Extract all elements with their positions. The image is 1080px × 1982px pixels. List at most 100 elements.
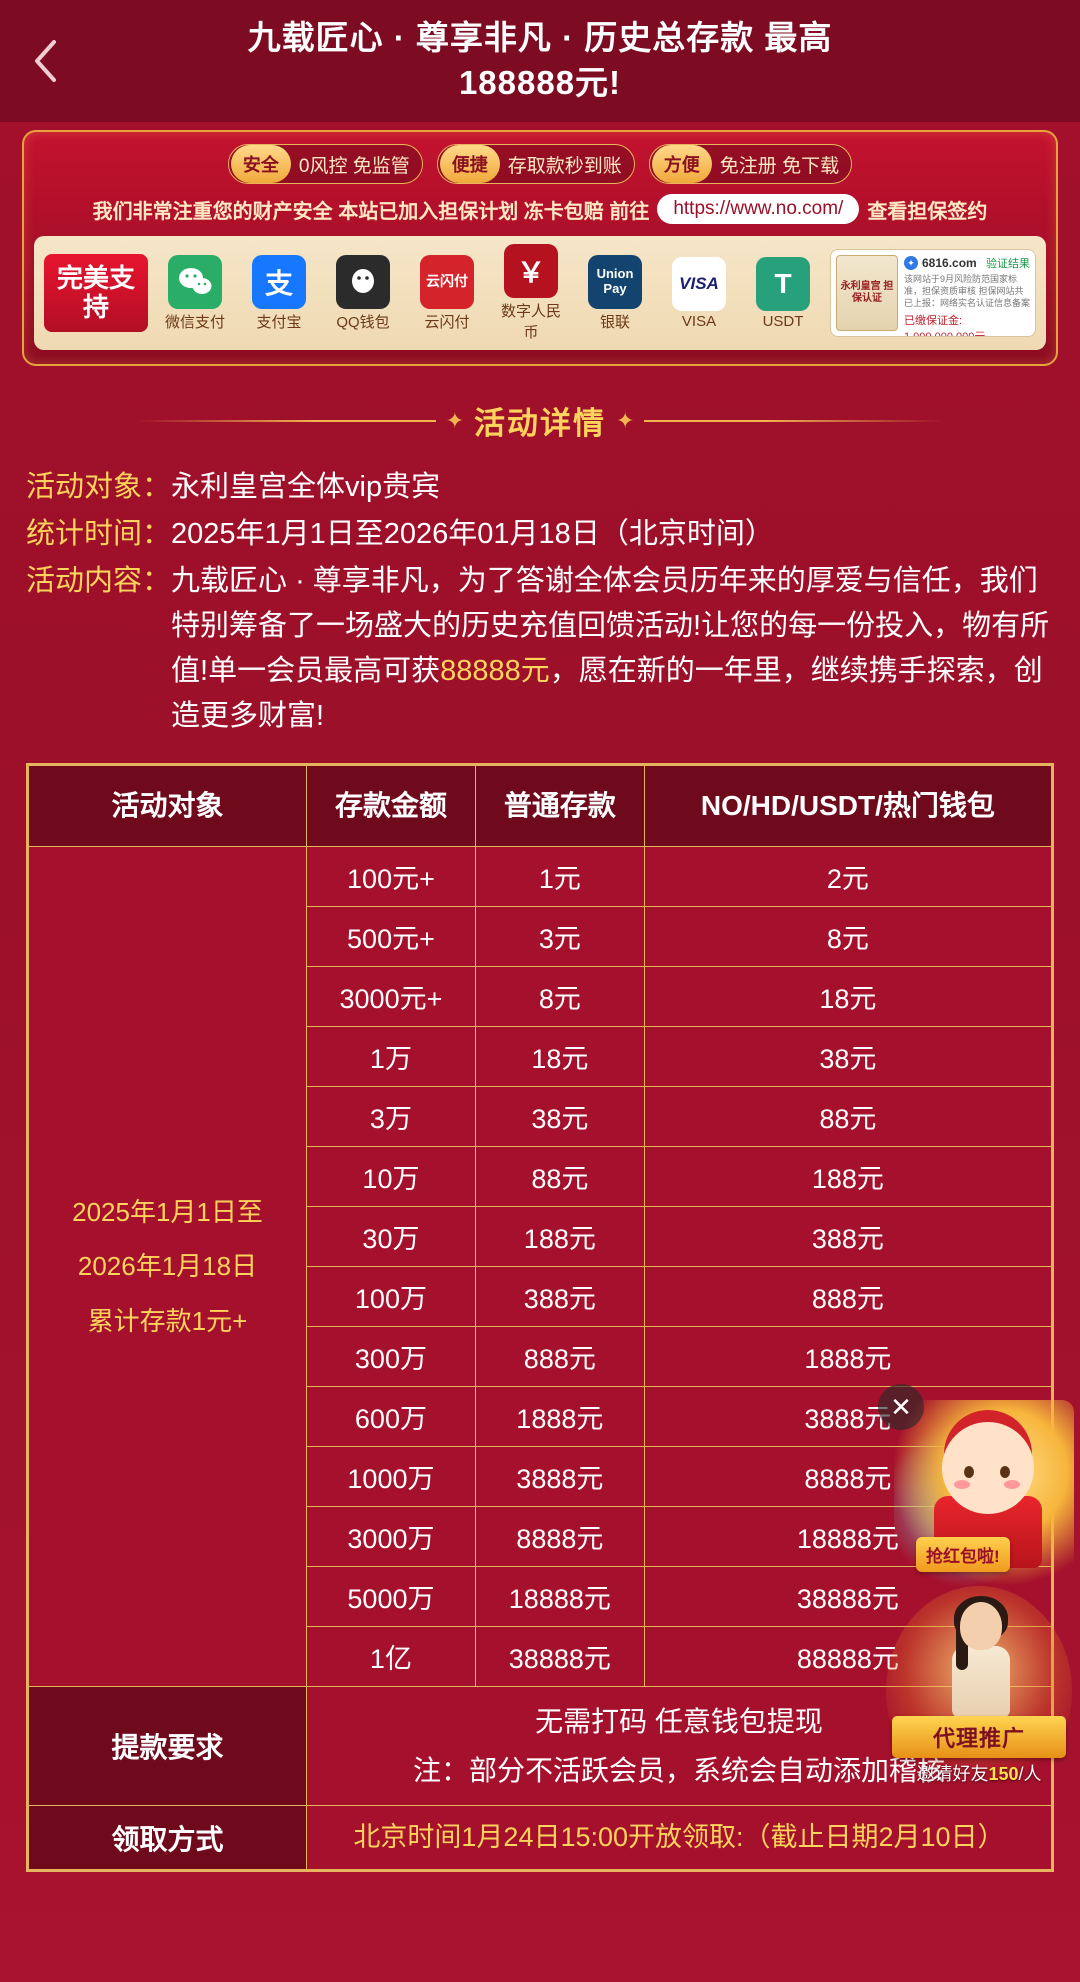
page-title: 九载匠心 · 尊享非凡 · 历史总存款 最高188888元! [247,19,833,101]
cell-normal: 188元 [474,1206,645,1268]
payment-label: 支付宝 [256,313,302,331]
certificate-seal: 永利皇宫 担保认证 [836,255,898,331]
agent-promo-sub-prefix: 邀请好友 [916,1764,989,1784]
detail-value: 2025年1月1日至2026年01月18日（北京时间） [171,517,774,550]
cell-wallet: 888元 [643,1266,1053,1328]
alipay-icon: 支 [252,254,306,309]
payment-label: 微信支付 [164,313,225,331]
wechat-pay-icon [168,254,222,309]
payment-method-qq[interactable]: QQ钱包 [326,254,400,332]
table-row: 3万 38元 88元 [29,1086,1053,1148]
qq-wallet-icon [336,254,390,309]
table-header-row: 活动对象 存款金额 普通存款 NO/HD/USDT/热门钱包 [28,764,1053,848]
section-divider: ✦ 活动详情 ✦ [0,398,1080,443]
cell-normal: 8元 [474,966,645,1028]
agent-promo-title[interactable]: 代理推广 [892,1716,1066,1758]
table-row: 100万 388元 888元 [29,1266,1053,1328]
payment-label: 云闪付 [424,313,470,331]
feature-pill-2: 方便 免注册 免下载 [648,144,853,184]
payment-method-alipay[interactable]: 支 支付宝 [242,254,316,332]
cell-amount: 100元+ [306,846,476,908]
certificate-body: ✦ 6816.com 验证结果 该网站于9月风险防范国家标准，担保资质审核 担保… [904,255,1031,336]
payment-label: 数字人民币 [500,303,561,341]
payment-label: QQ钱包 [336,313,390,331]
agent-promo-sub-number: 150 [988,1764,1019,1784]
cell-normal: 888元 [474,1326,645,1388]
unionpay-icon: Union Pay [588,254,642,309]
cell-wallet: 8元 [643,906,1053,968]
table-body: 2025年1月1日至 2026年1月18日 累计存款1元+ 100元+ 1元 2… [28,846,1053,1871]
object-line-0: 2025年1月1日至 [72,1196,263,1227]
cell-normal: 38888元 [474,1626,645,1688]
assurance-link[interactable]: 查看担保签约 [867,200,988,223]
feature-pill-tag: 安全 [230,145,291,183]
support-badge: 完美支持 [44,254,148,332]
cell-amount: 1亿 [306,1626,476,1688]
detail-row-object: 活动对象： 永利皇宫全体vip贵宾 [26,465,1054,510]
mascot-cheek-right [1004,1480,1020,1489]
section-title: 活动详情 [474,406,606,441]
agent-promo-float-widget[interactable]: 代理推广 邀请好友150/人 [886,1586,1072,1796]
payment-method-digital-rmb[interactable]: ￥ 数字人民币 [494,244,568,342]
object-line-1: 2026年1月18日 [77,1251,258,1282]
cell-normal: 3元 [474,906,645,968]
agent-promo-subtitle: 邀请好友150/人 [886,1760,1072,1786]
payment-method-quickpass[interactable]: 云闪付 云闪付 [410,254,484,332]
cell-amount: 3万 [306,1086,476,1148]
agent-promo-avatar [938,1596,1022,1722]
cell-wallet: 188元 [643,1146,1053,1208]
detail-value: 永利皇宫全体vip贵宾 [171,471,441,503]
back-button[interactable] [26,40,68,82]
cell-wallet: 88元 [643,1086,1053,1148]
activity-details: 活动对象： 永利皇宫全体vip贵宾 统计时间： 2025年1月1日至2026年0… [0,459,1080,739]
divider-line-right [644,419,945,422]
payment-label: USDT [762,312,804,330]
cell-normal: 18元 [474,1026,645,1088]
cell-normal: 388元 [474,1266,645,1328]
withdraw-label: 提款要求 [28,1686,307,1807]
payment-method-usdt[interactable]: T USDT [746,256,820,330]
assurance-url[interactable]: https://www.no.com/ [657,194,860,224]
payment-method-visa[interactable]: VISA VISA [662,256,736,330]
feature-pill-tag: 方便 [651,145,712,183]
cell-normal: 18888元 [474,1566,645,1628]
close-icon[interactable]: ✕ [878,1384,924,1430]
mascot-eye-left [964,1466,974,1478]
payment-method-wechat[interactable]: 微信支付 [158,254,232,332]
cell-normal: 38元 [474,1086,645,1148]
cell-amount: 300万 [306,1326,476,1388]
withdraw-line-2: 注：部分不活跃会员，系统会自动添加稽核 [412,1755,945,1787]
cell-amount: 1万 [306,1026,476,1088]
detail-content-highlight: 88888元 [440,654,550,687]
table-row: 2025年1月1日至 2026年1月18日 累计存款1元+ 100元+ 1元 2… [28,846,1053,1688]
mascot-eye-right [1000,1466,1010,1478]
certificate-card[interactable]: 永利皇宫 担保认证 ✦ 6816.com 验证结果 该网站于9月风险防范国家标准… [830,249,1036,337]
certificate-verify-result: 验证结果 [986,258,1030,270]
cell-amount: 30万 [306,1206,476,1268]
cell-wallet: 1888元 [643,1326,1053,1388]
table-header-normal: 普通存款 [474,764,645,848]
withdraw-line-1: 无需打码 任意钱包提现 [535,1706,823,1738]
certificate-site: 6816.com [922,256,977,270]
cell-wallet: 2元 [643,846,1053,908]
redpacket-banner[interactable]: 抢红包啦! [916,1537,1010,1572]
mascot-cheek-left [954,1480,970,1489]
cell-amount: 600万 [306,1386,476,1448]
feature-pill-1: 便捷 存取款秒到账 [436,144,635,184]
detail-content: 九载匠心 · 尊享非凡，为了答谢全体会员历年来的厚爱与信任，我们特别筹备了一场盛… [171,559,1054,739]
cell-amount: 3000万 [306,1506,476,1568]
table-row: 300万 888元 1888元 [29,1326,1053,1388]
cell-wallet: 38元 [643,1026,1053,1088]
feature-pill-text: 存取款秒到账 [507,155,622,177]
table-row-claim: 领取方式 北京时间1月24日15:00开放领取:（截止日期2月10日） [28,1805,1052,1871]
payment-method-unionpay[interactable]: Union Pay 银联 [578,254,652,332]
redpacket-float-widget[interactable]: ✕ 抢红包啦! [878,1384,1074,1590]
back-chevron-icon [35,40,56,82]
table-header-amount: 存款金额 [306,764,476,848]
table-header-object: 活动对象 [28,764,307,848]
cell-normal: 8888元 [474,1506,645,1568]
certificate-lines: 该网站于9月风险防范国家标准，担保资质审核 担保网站共已上报：网络实名认证信息备… [904,274,1031,309]
divider-ornament-right: ✦ [616,407,635,433]
feature-pills: 安全 0风控 免监管 便捷 存取款秒到账 方便 免注册 免下载 [34,144,1046,184]
